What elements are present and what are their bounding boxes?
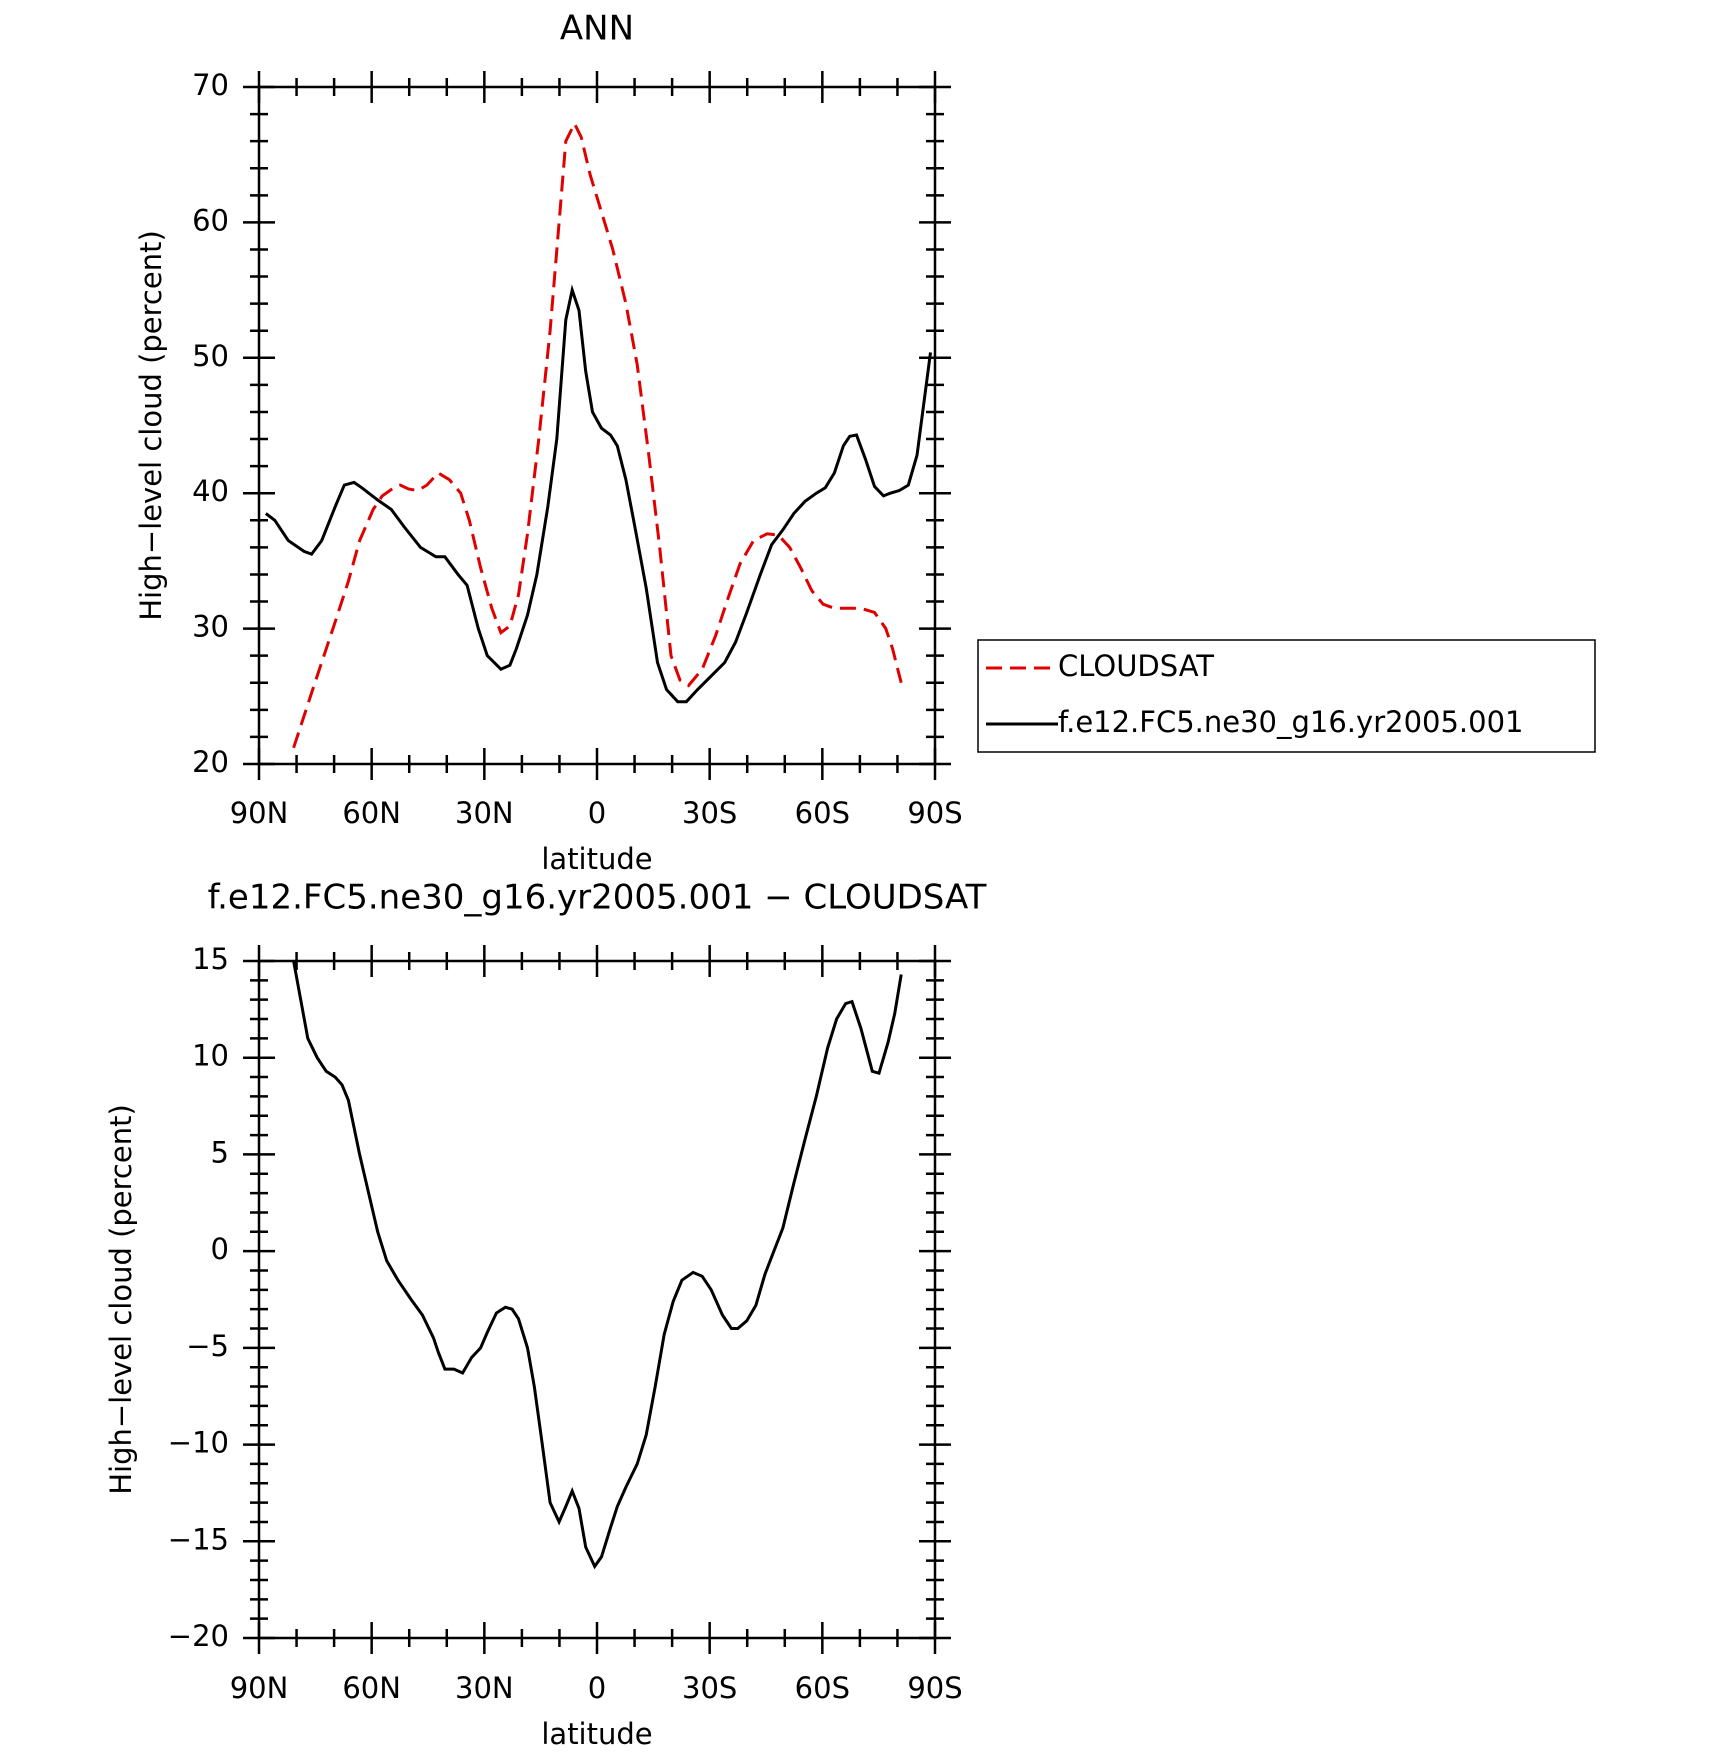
- legend-label: f.e12.FC5.ne30_g16.yr2005.001: [1058, 705, 1524, 739]
- x-tick-label: 60N: [342, 1671, 401, 1705]
- series-line: [292, 960, 903, 1570]
- chart-title: f.e12.FC5.ne30_g16.yr2005.001 − CLOUDSAT: [208, 878, 987, 918]
- plot-frame: [257, 85, 937, 766]
- y-tick-label: 5: [211, 1135, 229, 1169]
- y-tick-label: −20: [168, 1619, 229, 1653]
- y-tick-label: 10: [192, 1039, 229, 1073]
- y-tick-label: −15: [168, 1522, 229, 1556]
- x-tick-label: 30S: [682, 1671, 737, 1705]
- y-axis-label: High−level cloud (percent): [134, 230, 168, 621]
- y-tick-label: 20: [192, 745, 229, 779]
- x-tick-label: 90N: [230, 796, 289, 830]
- x-tick-label: 30S: [682, 796, 737, 830]
- x-tick-label: 0: [588, 1671, 606, 1705]
- y-tick-label: −5: [186, 1329, 229, 1363]
- x-tick-label: 60N: [342, 796, 401, 830]
- legend-label: CLOUDSAT: [1058, 649, 1214, 683]
- y-axis-label: High−level cloud (percent): [104, 1104, 138, 1495]
- legend-box: [977, 639, 1596, 753]
- x-tick-label: 30N: [455, 1671, 514, 1705]
- x-tick-label: 60S: [795, 1671, 850, 1705]
- x-tick-label: 0: [588, 796, 606, 830]
- x-tick-label: 90N: [230, 1671, 289, 1705]
- y-tick-label: 70: [192, 68, 229, 102]
- x-tick-label: 90S: [907, 796, 962, 830]
- y-tick-label: 50: [192, 339, 229, 373]
- y-tick-label: 30: [192, 610, 229, 644]
- x-tick-label: 90S: [907, 1671, 962, 1705]
- series-line: [292, 120, 903, 749]
- y-tick-label: −10: [168, 1426, 229, 1460]
- x-tick-label: 30N: [455, 796, 514, 830]
- x-tick-label: 60S: [795, 796, 850, 830]
- plot-frame: [257, 959, 937, 1640]
- y-tick-label: 0: [211, 1232, 229, 1266]
- x-axis-label: latitude: [541, 842, 652, 876]
- y-tick-label: 60: [192, 203, 229, 237]
- y-tick-label: 40: [192, 474, 229, 508]
- chart-title: ANN: [560, 9, 634, 49]
- x-axis-label: latitude: [541, 1717, 652, 1751]
- series-line: [264, 284, 932, 704]
- y-tick-label: 15: [192, 942, 229, 976]
